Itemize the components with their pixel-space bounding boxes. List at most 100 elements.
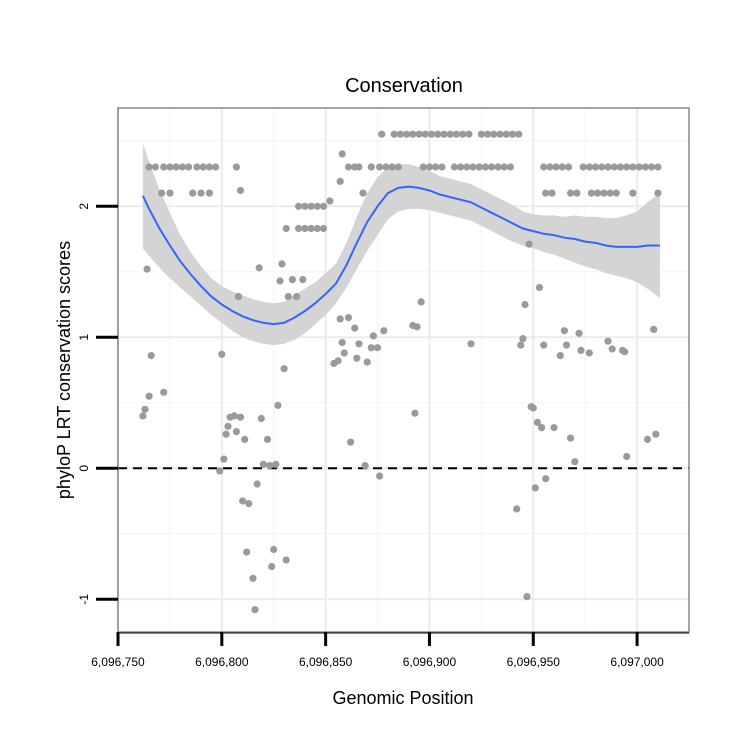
data-point	[266, 462, 274, 470]
data-point	[571, 458, 579, 466]
data-point	[502, 130, 510, 138]
data-point	[172, 163, 180, 171]
data-point	[652, 430, 660, 438]
data-point	[353, 354, 361, 362]
data-point	[276, 277, 284, 285]
data-point	[145, 392, 153, 400]
data-point	[205, 189, 213, 197]
data-point	[403, 130, 411, 138]
data-point	[500, 163, 508, 171]
data-point	[419, 163, 427, 171]
data-point	[612, 189, 620, 197]
data-point	[313, 202, 321, 210]
data-point	[143, 265, 151, 273]
data-point	[600, 189, 608, 197]
y-axis-label: phyloP LRT conservation scores	[54, 241, 74, 499]
data-point	[494, 163, 502, 171]
data-point	[373, 344, 382, 352]
data-point	[239, 497, 247, 505]
data-point	[288, 276, 296, 284]
data-point	[361, 462, 369, 470]
data-point	[577, 346, 585, 354]
data-point	[506, 163, 514, 171]
data-point	[525, 240, 533, 248]
data-point	[623, 452, 631, 461]
data-point	[376, 163, 384, 171]
data-point	[378, 130, 386, 138]
data-point	[388, 163, 396, 171]
data-point	[529, 404, 537, 412]
data-point	[253, 480, 261, 488]
data-point	[313, 224, 321, 233]
data-point	[216, 467, 224, 475]
data-point	[490, 130, 498, 138]
data-point	[336, 177, 344, 185]
data-point	[635, 163, 643, 171]
data-point	[542, 189, 550, 197]
data-point	[259, 460, 267, 468]
data-point	[425, 163, 434, 171]
data-point	[654, 189, 662, 197]
chart-title: Conservation	[345, 75, 463, 97]
data-point	[236, 413, 245, 421]
data-point	[363, 358, 371, 366]
data-point	[205, 163, 213, 171]
data-point	[199, 163, 207, 171]
data-point	[320, 224, 328, 233]
data-point	[650, 325, 658, 333]
data-point	[573, 189, 581, 197]
data-point	[147, 352, 155, 360]
data-point	[415, 130, 423, 138]
data-point	[623, 163, 631, 171]
data-point	[629, 163, 637, 171]
y-tick-label: 2	[77, 203, 91, 210]
data-point	[394, 163, 402, 171]
data-point	[380, 327, 388, 335]
y-tick-label: -1	[77, 594, 91, 605]
data-point	[648, 163, 656, 171]
data-point	[255, 264, 263, 272]
data-point	[519, 335, 527, 343]
data-point	[141, 405, 149, 413]
data-point	[270, 545, 278, 554]
data-point	[477, 130, 485, 138]
data-point	[560, 327, 569, 335]
smooth-line-layer	[141, 185, 660, 326]
data-point	[185, 163, 193, 171]
data-point	[567, 189, 575, 197]
data-point	[307, 224, 315, 233]
y-axis: -1 0 1 2	[77, 203, 118, 605]
data-point	[166, 163, 174, 171]
data-point	[241, 435, 249, 443]
data-point	[369, 332, 377, 340]
data-point	[446, 130, 454, 138]
y-tick-label: 0	[77, 465, 91, 472]
data-point	[427, 130, 436, 138]
data-point	[592, 163, 600, 171]
data-point	[166, 189, 174, 197]
data-point	[550, 424, 558, 432]
data-point	[606, 189, 614, 197]
data-point	[222, 430, 230, 438]
data-point	[234, 293, 242, 301]
data-point	[531, 484, 539, 492]
data-point	[230, 412, 238, 420]
data-point	[515, 130, 523, 138]
data-point	[158, 189, 166, 197]
data-point	[347, 438, 355, 446]
data-point	[340, 349, 348, 357]
data-point	[396, 130, 404, 138]
data-point	[417, 298, 425, 306]
data-point	[212, 163, 220, 171]
data-point	[508, 130, 517, 138]
data-point	[463, 163, 471, 171]
data-point	[232, 428, 240, 436]
data-point	[193, 163, 201, 171]
data-point	[145, 163, 153, 171]
data-point	[338, 338, 346, 347]
data-point	[523, 593, 531, 601]
data-point	[562, 341, 571, 349]
data-point	[139, 412, 147, 420]
data-point	[540, 163, 548, 171]
